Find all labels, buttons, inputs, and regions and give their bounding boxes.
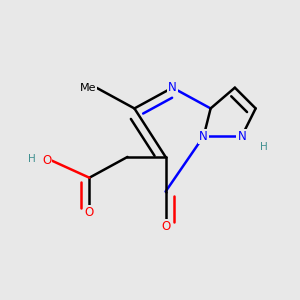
Text: Me: Me (80, 82, 96, 93)
Text: O: O (42, 154, 51, 167)
Text: N: N (199, 130, 208, 142)
Text: N: N (237, 130, 246, 142)
Text: O: O (85, 206, 94, 219)
Text: N: N (168, 81, 177, 94)
Text: H: H (28, 154, 36, 164)
Text: O: O (161, 220, 170, 233)
Text: H: H (260, 142, 268, 152)
